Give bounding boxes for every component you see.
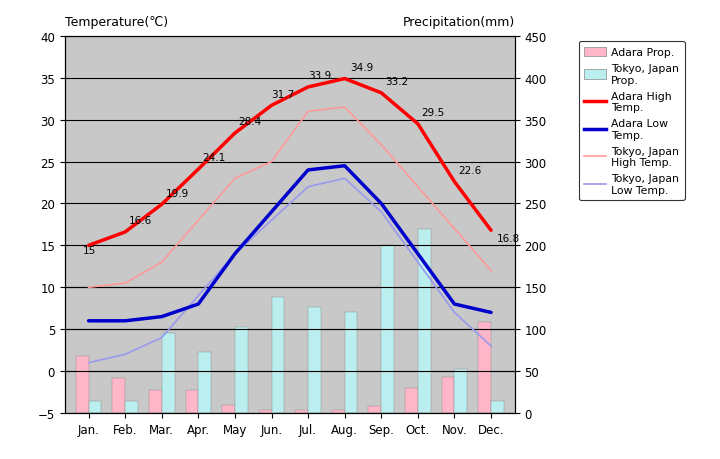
Text: 16.6: 16.6 [129, 216, 152, 226]
Bar [332, 411, 345, 413]
Text: Temperature(℃): Temperature(℃) [65, 16, 168, 29]
Bar [454, 369, 467, 413]
Text: 31.7: 31.7 [271, 90, 294, 100]
Bar [405, 388, 418, 413]
Text: 22.6: 22.6 [458, 166, 482, 175]
Text: 34.9: 34.9 [350, 63, 374, 73]
Text: 28.4: 28.4 [238, 117, 262, 127]
Text: 33.9: 33.9 [308, 71, 331, 81]
Bar [258, 411, 271, 413]
Bar [382, 245, 394, 413]
Legend: Adara Prop., Tokyo, Japan
Prop., Adara High
Temp., Adara Low
Temp., Tokyo, Japan: Adara Prop., Tokyo, Japan Prop., Adara H… [579, 42, 685, 201]
Bar [89, 401, 102, 413]
Bar [162, 334, 174, 413]
Text: 15: 15 [83, 246, 96, 256]
Text: 16.8: 16.8 [497, 233, 520, 243]
Bar [149, 390, 162, 413]
Bar [418, 230, 431, 413]
Bar [271, 298, 284, 413]
Bar [369, 406, 382, 413]
Bar [441, 377, 454, 413]
Bar [478, 323, 491, 413]
Text: 33.2: 33.2 [385, 77, 408, 87]
Text: 19.9: 19.9 [166, 188, 189, 198]
Bar [491, 401, 504, 413]
Text: 24.1: 24.1 [202, 153, 225, 163]
Bar [112, 378, 125, 413]
Bar [345, 312, 358, 413]
Text: Precipitation(mm): Precipitation(mm) [402, 16, 515, 29]
Bar [125, 401, 138, 413]
Bar [308, 307, 321, 413]
Bar [222, 405, 235, 413]
Text: 29.5: 29.5 [421, 108, 445, 118]
Bar [235, 327, 248, 413]
Bar [186, 390, 198, 413]
Bar [295, 411, 308, 413]
Bar [76, 356, 89, 413]
Bar [198, 352, 211, 413]
